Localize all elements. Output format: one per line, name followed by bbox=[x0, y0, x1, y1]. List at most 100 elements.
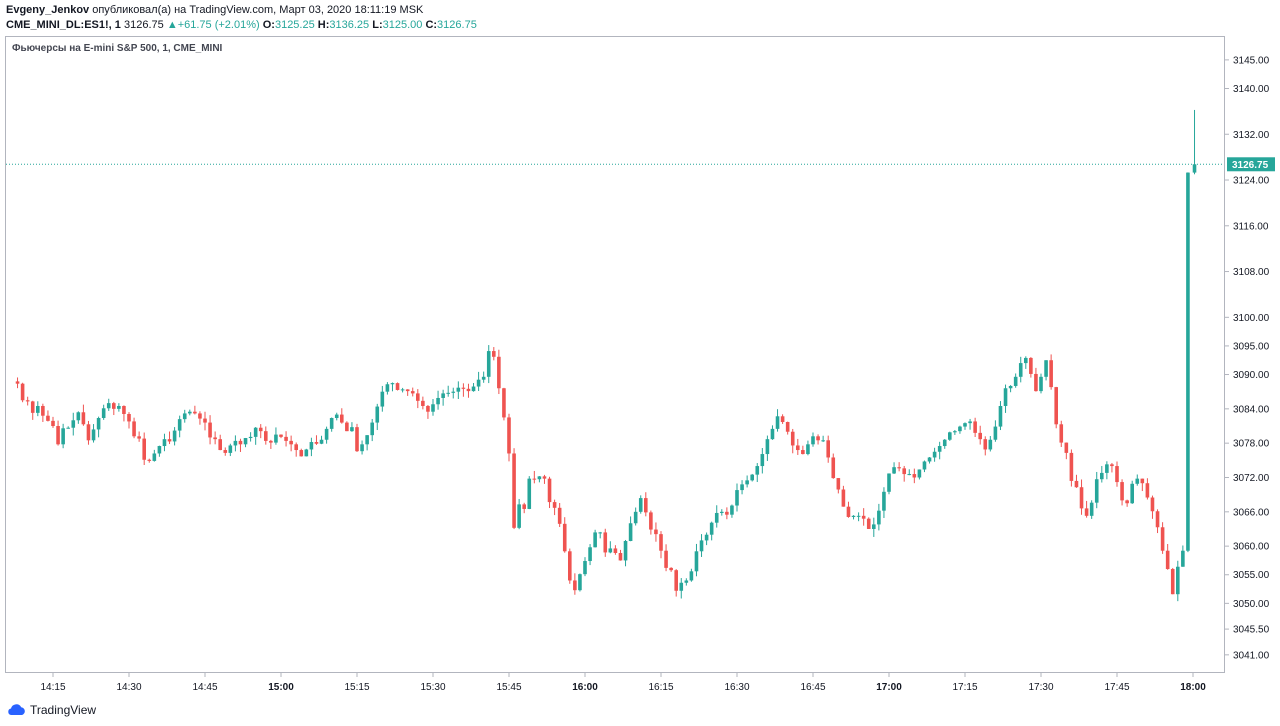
time-tick-label: 16:45 bbox=[800, 682, 825, 693]
price-tick-label: 3090.00 bbox=[1233, 370, 1270, 381]
candle-body-down bbox=[426, 405, 430, 412]
low-label: L: bbox=[372, 19, 383, 31]
candle-body-down bbox=[568, 551, 572, 581]
candle-body-down bbox=[512, 453, 516, 528]
candle-body-up bbox=[684, 580, 689, 583]
time-tick-label: 16:00 bbox=[572, 682, 598, 693]
candle-body-up bbox=[451, 391, 456, 393]
last-price-label: 3126.75 bbox=[1232, 160, 1269, 171]
candle-body-down bbox=[1140, 478, 1145, 484]
candle-body-up bbox=[471, 386, 476, 392]
candle-body-up bbox=[152, 453, 157, 461]
candle-body-up bbox=[598, 532, 602, 534]
candle-body-down bbox=[780, 416, 785, 423]
candle-body-down bbox=[258, 427, 263, 432]
symbol-label: CME_MINI_DL:ES1!, 1 bbox=[6, 19, 121, 31]
close-value: 3126.75 bbox=[437, 19, 477, 31]
candle-body-down bbox=[841, 489, 846, 507]
candle-body-up bbox=[177, 419, 182, 431]
candle-body-down bbox=[801, 450, 805, 455]
candle-body-down bbox=[466, 388, 471, 392]
candle-body-up bbox=[770, 428, 775, 440]
candle-body-down bbox=[973, 421, 977, 433]
author-name[interactable]: Evgeny_Jenkov bbox=[6, 4, 90, 16]
candle-body-down bbox=[978, 432, 982, 440]
candle-body-up bbox=[1135, 478, 1140, 484]
publish-info: опубликовал(а) на TradingView.com, Март … bbox=[92, 4, 424, 16]
candle-body-up bbox=[927, 457, 932, 462]
time-tick-label: 14:30 bbox=[116, 682, 141, 693]
candle-body-down bbox=[81, 412, 86, 425]
candle-body-up bbox=[907, 474, 912, 476]
high-value: 3136.25 bbox=[329, 19, 370, 31]
time-tick-label: 15:45 bbox=[496, 682, 521, 693]
candle-body-up bbox=[1018, 363, 1023, 377]
candle-body-down bbox=[294, 444, 298, 451]
candle-body-down bbox=[395, 383, 400, 390]
price-tick-label: 3055.00 bbox=[1233, 570, 1270, 581]
candle-body-up bbox=[517, 504, 521, 528]
candle-body-up bbox=[922, 461, 927, 470]
candle-body-down bbox=[15, 381, 20, 384]
candle-body-down bbox=[203, 418, 207, 423]
candle-body-down bbox=[866, 518, 871, 529]
candle-body-down bbox=[355, 427, 359, 452]
candle-body-down bbox=[1150, 497, 1155, 512]
candle-body-down bbox=[269, 440, 273, 443]
tradingview-cloud-icon[interactable] bbox=[6, 704, 26, 716]
candle-body-up bbox=[243, 438, 248, 445]
candle-body-down bbox=[289, 440, 293, 445]
candle-body-down bbox=[654, 529, 658, 535]
candle-body-up bbox=[1130, 483, 1134, 504]
candle-body-down bbox=[816, 436, 820, 441]
candle-body-down bbox=[796, 445, 800, 451]
chart-pane[interactable] bbox=[5, 36, 1225, 673]
candle-body-down bbox=[410, 391, 415, 394]
candle-body-up bbox=[1100, 472, 1104, 480]
candle-body-down bbox=[213, 437, 217, 440]
candle-body-up bbox=[360, 444, 364, 452]
candle-body-down bbox=[1165, 550, 1170, 570]
candle-body-down bbox=[142, 438, 146, 460]
price-change: +61.75 (+2.01%) bbox=[177, 19, 260, 31]
candle-body-down bbox=[507, 417, 511, 454]
time-tick-label: 17:45 bbox=[1104, 682, 1129, 693]
candle-body-up bbox=[1024, 357, 1028, 364]
candle-body-up bbox=[91, 429, 96, 441]
candle-body-up bbox=[887, 473, 891, 492]
candle-body-up bbox=[932, 451, 937, 458]
candle-body-down bbox=[208, 422, 212, 438]
candle-body-up bbox=[441, 393, 445, 398]
time-tick-label: 15:00 bbox=[268, 682, 294, 693]
candle-body-up bbox=[1039, 376, 1043, 392]
candle-body-up bbox=[1186, 172, 1190, 551]
candle-body-up bbox=[623, 540, 628, 561]
candle-body-up bbox=[390, 383, 395, 385]
price-tick-label: 3050.00 bbox=[1233, 599, 1270, 610]
candle-body-up bbox=[1013, 376, 1018, 386]
candle-body-down bbox=[86, 424, 91, 441]
chart-header: Evgeny_Jenkov опубликовал(а) на TradingV… bbox=[6, 3, 477, 32]
candle-body-up bbox=[811, 436, 815, 445]
candle-body-up bbox=[96, 418, 101, 430]
candle-body-down bbox=[497, 356, 501, 389]
price-tick-label: 3140.00 bbox=[1233, 84, 1270, 95]
candle-body-up bbox=[735, 490, 739, 506]
candle-body-down bbox=[562, 523, 567, 552]
price-tick-label: 3078.00 bbox=[1233, 439, 1270, 450]
candle-body-up bbox=[872, 524, 876, 529]
candle-body-down bbox=[669, 567, 673, 571]
candle-body-down bbox=[51, 420, 55, 427]
candle-body-up bbox=[720, 511, 724, 513]
footer-brand[interactable]: TradingView bbox=[30, 703, 97, 717]
candle-body-up bbox=[709, 522, 714, 535]
price-tick-label: 3060.00 bbox=[1233, 542, 1270, 553]
time-tick-label: 17:30 bbox=[1028, 682, 1053, 693]
candle-body-up bbox=[431, 404, 435, 412]
candle-body-up bbox=[958, 426, 962, 432]
candle-body-up bbox=[1094, 479, 1099, 503]
candle-body-down bbox=[552, 502, 557, 508]
candle-body-up bbox=[968, 421, 972, 424]
candle-body-down bbox=[542, 476, 547, 479]
